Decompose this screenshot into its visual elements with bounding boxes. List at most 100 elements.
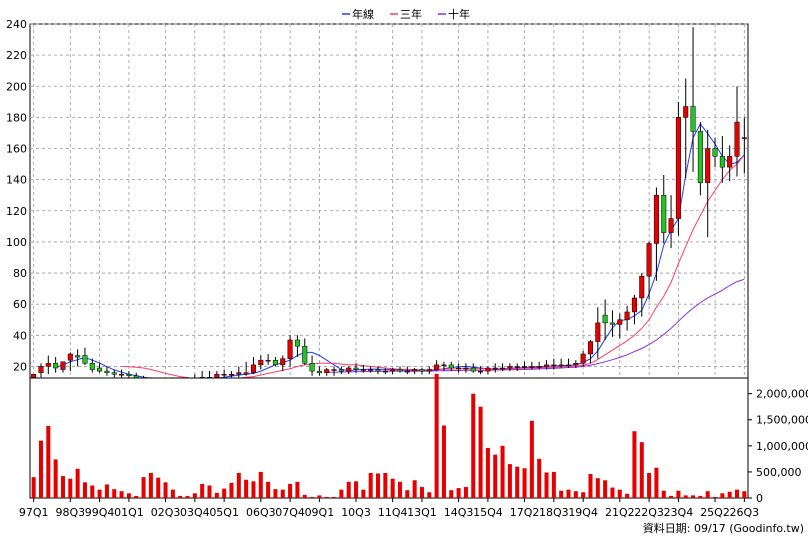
volume-bar (112, 489, 117, 498)
candle-body (316, 370, 322, 373)
candle-body (45, 363, 51, 367)
candle-body (514, 366, 520, 368)
volume-bar (412, 480, 417, 498)
price-plot-area (29, 23, 749, 383)
candle-body (727, 156, 733, 168)
volume-bar (236, 472, 241, 498)
candle-body (412, 369, 418, 372)
xtick-label: 07Q4 (275, 506, 305, 519)
volume-bar (141, 477, 146, 498)
volume-bar (566, 489, 571, 498)
xtick-label: 01Q1 (114, 506, 144, 519)
candle-body (382, 370, 388, 373)
volume-bar (397, 481, 403, 498)
volume-bar (581, 492, 586, 498)
candle-body (97, 367, 103, 372)
candle-body (331, 369, 337, 371)
data-date-footer: 資料日期: 09/17 (Goodinfo.tw) (643, 521, 804, 535)
candle-body (338, 369, 344, 372)
volume-bar (288, 483, 293, 498)
candle-body (609, 322, 615, 325)
candle-body (368, 369, 374, 371)
xtick-label: 06Q3 (246, 506, 276, 519)
xtick-label: 03Q4 (180, 506, 210, 519)
volume-bar (522, 468, 527, 498)
candle-body (705, 148, 711, 184)
candle-body (690, 106, 696, 132)
volume-bar (60, 476, 65, 498)
volume-bar (185, 495, 190, 498)
xtick-label: 99Q4 (85, 506, 115, 519)
candle-body (236, 372, 242, 375)
candle-body (397, 369, 403, 372)
volume-bar (126, 493, 131, 498)
candle-body (360, 369, 366, 371)
volume-ytick-label: 0 (756, 492, 763, 505)
xtick-label: 25Q2 (700, 506, 730, 519)
volume-bar (405, 490, 410, 498)
candle-body (646, 243, 652, 277)
candle-body (250, 364, 256, 373)
volume-bar (280, 489, 285, 498)
candle-body (324, 369, 330, 373)
volume-bar (346, 481, 351, 498)
candle-body (631, 297, 637, 313)
candle-body (639, 275, 645, 299)
candle-body (426, 369, 432, 372)
price-ytick-label: 40 (13, 329, 27, 342)
price-ytick-label: 160 (6, 143, 27, 156)
xtick-label: 19Q4 (568, 506, 598, 519)
xtick-label: 21Q2 (605, 506, 635, 519)
volume-bar (427, 492, 432, 498)
candle-body (551, 364, 557, 367)
price-ytick-label: 180 (6, 111, 27, 124)
volume-bar (156, 477, 161, 498)
legend-label-0: 年線 (352, 7, 374, 21)
volume-bar (661, 490, 666, 498)
price-ytick-label: 140 (6, 174, 27, 187)
candle-body (272, 359, 278, 366)
volume-bar (38, 440, 44, 498)
candle-body (265, 359, 271, 362)
volume-bar (244, 479, 249, 498)
candle-body (60, 361, 66, 370)
volume-bar (705, 491, 710, 498)
candle-body (683, 106, 689, 118)
candle-body (734, 121, 740, 157)
candle-body (507, 366, 513, 369)
xtick-label: 05Q1 (209, 506, 239, 519)
volume-bar (573, 491, 578, 498)
candle-body (653, 194, 659, 244)
candle-body (53, 363, 59, 369)
candle-body (67, 353, 73, 361)
volume-bar (742, 491, 747, 498)
candle-body (258, 359, 264, 366)
volume-bar (104, 484, 109, 498)
volume-bar (354, 481, 359, 498)
candle-body (390, 369, 396, 372)
candle-body (543, 364, 550, 367)
candle-body (522, 366, 528, 368)
volume-ytick-label: 1,500,000 (756, 414, 808, 427)
xtick-label: 17Q2 (510, 506, 540, 519)
price-ytick-label: 100 (6, 236, 27, 249)
legend: 年線 三年 十年 (342, 7, 470, 21)
volume-bar (456, 488, 461, 498)
xtick-label: 18Q3 (539, 506, 569, 519)
volume-bar (471, 393, 476, 498)
volume-bar (691, 495, 696, 498)
volume-bar (419, 487, 424, 498)
volume-bar (390, 478, 395, 498)
volume-bar (302, 494, 307, 498)
volume-bar (588, 474, 593, 498)
volume-ytick-label: 2,000,000 (756, 388, 808, 401)
candle-body (565, 364, 572, 367)
candle-body (456, 367, 462, 370)
volume-bar (163, 482, 168, 498)
candle-body (302, 345, 308, 364)
candle-body (89, 363, 95, 370)
volume-bar (441, 425, 446, 498)
price-panel: 20 40 60 80 100 120 140 160 180 200 220 240 (6, 18, 749, 386)
volume-bar (734, 489, 740, 498)
candle-body (346, 367, 352, 372)
